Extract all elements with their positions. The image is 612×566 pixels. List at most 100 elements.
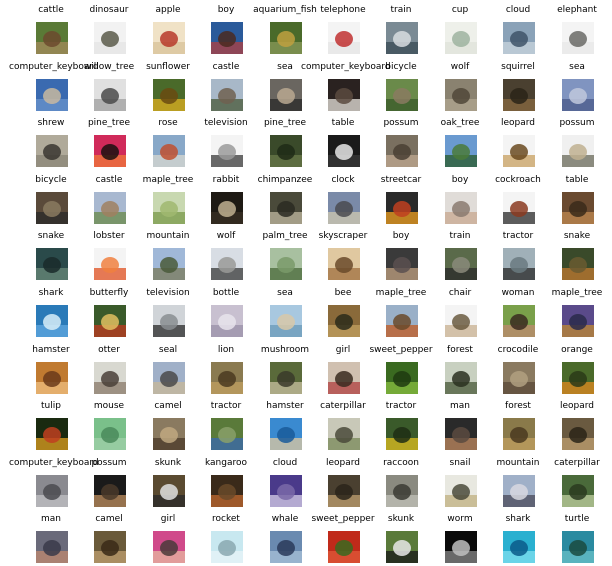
- grid-cell: castle: [79, 170, 139, 226]
- thumbnail-image: [153, 248, 185, 280]
- bicycle-thumbnail: [36, 192, 68, 224]
- image-label: bicycle: [35, 175, 67, 185]
- thumbnail-ground: [445, 99, 477, 111]
- image-label: aquarium_fish: [253, 5, 317, 15]
- grid-cell: worm: [430, 509, 490, 565]
- thumbnail-ground: [445, 325, 477, 337]
- possum-thumbnail: [94, 475, 126, 507]
- chimpanzee-thumbnail: [270, 192, 302, 224]
- thumbnail-subject: [452, 201, 470, 217]
- thumbnail-ground: [503, 325, 535, 337]
- image-label: leopard: [559, 401, 595, 411]
- grid-cell: wolf: [196, 226, 256, 282]
- thumbnail-ground: [328, 212, 360, 224]
- grid-cell: possum: [547, 113, 607, 169]
- image-label: skyscraper: [318, 231, 368, 241]
- thumbnail-ground: [153, 438, 185, 450]
- image-label: train: [449, 231, 471, 241]
- thumbnail-image: [503, 531, 535, 563]
- thumbnail-image: [211, 531, 243, 563]
- grid-cell: telephone: [313, 0, 373, 56]
- image-label: caterpillar: [554, 458, 600, 468]
- mountain-thumbnail: [503, 475, 535, 507]
- boy-thumbnail: [386, 248, 418, 280]
- grid-cell: pine_tree: [255, 113, 315, 169]
- skunk-thumbnail: [386, 531, 418, 563]
- grid-cell: dinosaur: [79, 0, 139, 56]
- image-label: skunk: [387, 514, 415, 524]
- thumbnail-ground: [36, 495, 68, 507]
- image-label: chair: [448, 288, 472, 298]
- thumbnail-ground: [270, 42, 302, 54]
- image-label: elephant: [557, 5, 597, 15]
- grid-cell: man: [430, 396, 490, 452]
- grid-cell: possum: [79, 453, 139, 509]
- grid-cell: sunflower: [138, 57, 198, 113]
- shark-thumbnail: [503, 531, 535, 563]
- thumbnail-subject: [569, 314, 587, 330]
- thumbnail-subject: [43, 314, 61, 330]
- computer-keyboard-thumbnail: [36, 79, 68, 111]
- thumbnail-subject: [393, 371, 411, 387]
- thumbnail-image: [270, 531, 302, 563]
- thumbnail-subject: [43, 144, 61, 160]
- grid-cell: maple_tree: [547, 283, 607, 339]
- sweet-pepper-thumbnail: [328, 531, 360, 563]
- thumbnail-subject: [218, 88, 236, 104]
- grid-cell: orange: [547, 340, 607, 396]
- image-label: sea: [569, 62, 585, 72]
- thumbnail-image: [153, 192, 185, 224]
- thumbnail-subject: [101, 257, 119, 273]
- grid-cell: camel: [138, 396, 198, 452]
- maple-tree-thumbnail: [153, 192, 185, 224]
- thumbnail-ground: [94, 42, 126, 54]
- image-label: tractor: [502, 231, 534, 241]
- thumbnail-ground: [445, 212, 477, 224]
- thumbnail-ground: [270, 382, 302, 394]
- thumbnail-image: [386, 22, 418, 54]
- shark-thumbnail: [36, 305, 68, 337]
- image-label: sweet_pepper: [369, 345, 433, 355]
- grid-cell: camel: [79, 509, 139, 565]
- thumbnail-subject: [160, 314, 178, 330]
- image-label: mountain: [146, 231, 190, 241]
- thumbnail-ground: [562, 551, 594, 563]
- thumbnail-ground: [153, 42, 185, 54]
- thumbnail-ground: [562, 99, 594, 111]
- thumbnail-image: [94, 362, 126, 394]
- maple-tree-thumbnail: [562, 305, 594, 337]
- rose-thumbnail: [153, 135, 185, 167]
- grid-cell: clock: [313, 170, 373, 226]
- thumbnail-image: [445, 475, 477, 507]
- thumbnail-subject: [277, 371, 295, 387]
- thumbnail-subject: [393, 144, 411, 160]
- thumbnail-ground: [328, 268, 360, 280]
- thumbnail-ground: [328, 382, 360, 394]
- thumbnail-subject: [277, 540, 295, 556]
- grid-cell: table: [313, 113, 373, 169]
- thumbnail-ground: [328, 325, 360, 337]
- image-label: maple_tree: [375, 288, 427, 298]
- thumbnail-subject: [569, 88, 587, 104]
- image-label: maple_tree: [142, 175, 194, 185]
- image-label: possum: [91, 458, 127, 468]
- thumbnail-image: [562, 305, 594, 337]
- grid-cell: snail: [430, 453, 490, 509]
- thumbnail-ground: [153, 268, 185, 280]
- thumbnail-image: [36, 192, 68, 224]
- thumbnail-subject: [218, 484, 236, 500]
- forest-thumbnail: [503, 418, 535, 450]
- leopard-thumbnail: [562, 418, 594, 450]
- man-thumbnail: [445, 418, 477, 450]
- grid-cell: tractor: [488, 226, 548, 282]
- thumbnail-image: [270, 22, 302, 54]
- image-label: bicycle: [385, 62, 417, 72]
- grid-cell: computer_keyboard: [9, 57, 99, 113]
- grid-cell: sea: [255, 283, 315, 339]
- cockroach-thumbnail: [503, 192, 535, 224]
- camel-thumbnail: [94, 531, 126, 563]
- cloud-thumbnail: [270, 475, 302, 507]
- image-label: shrew: [37, 118, 65, 128]
- thumbnail-subject: [101, 314, 119, 330]
- grid-cell: girl: [138, 509, 198, 565]
